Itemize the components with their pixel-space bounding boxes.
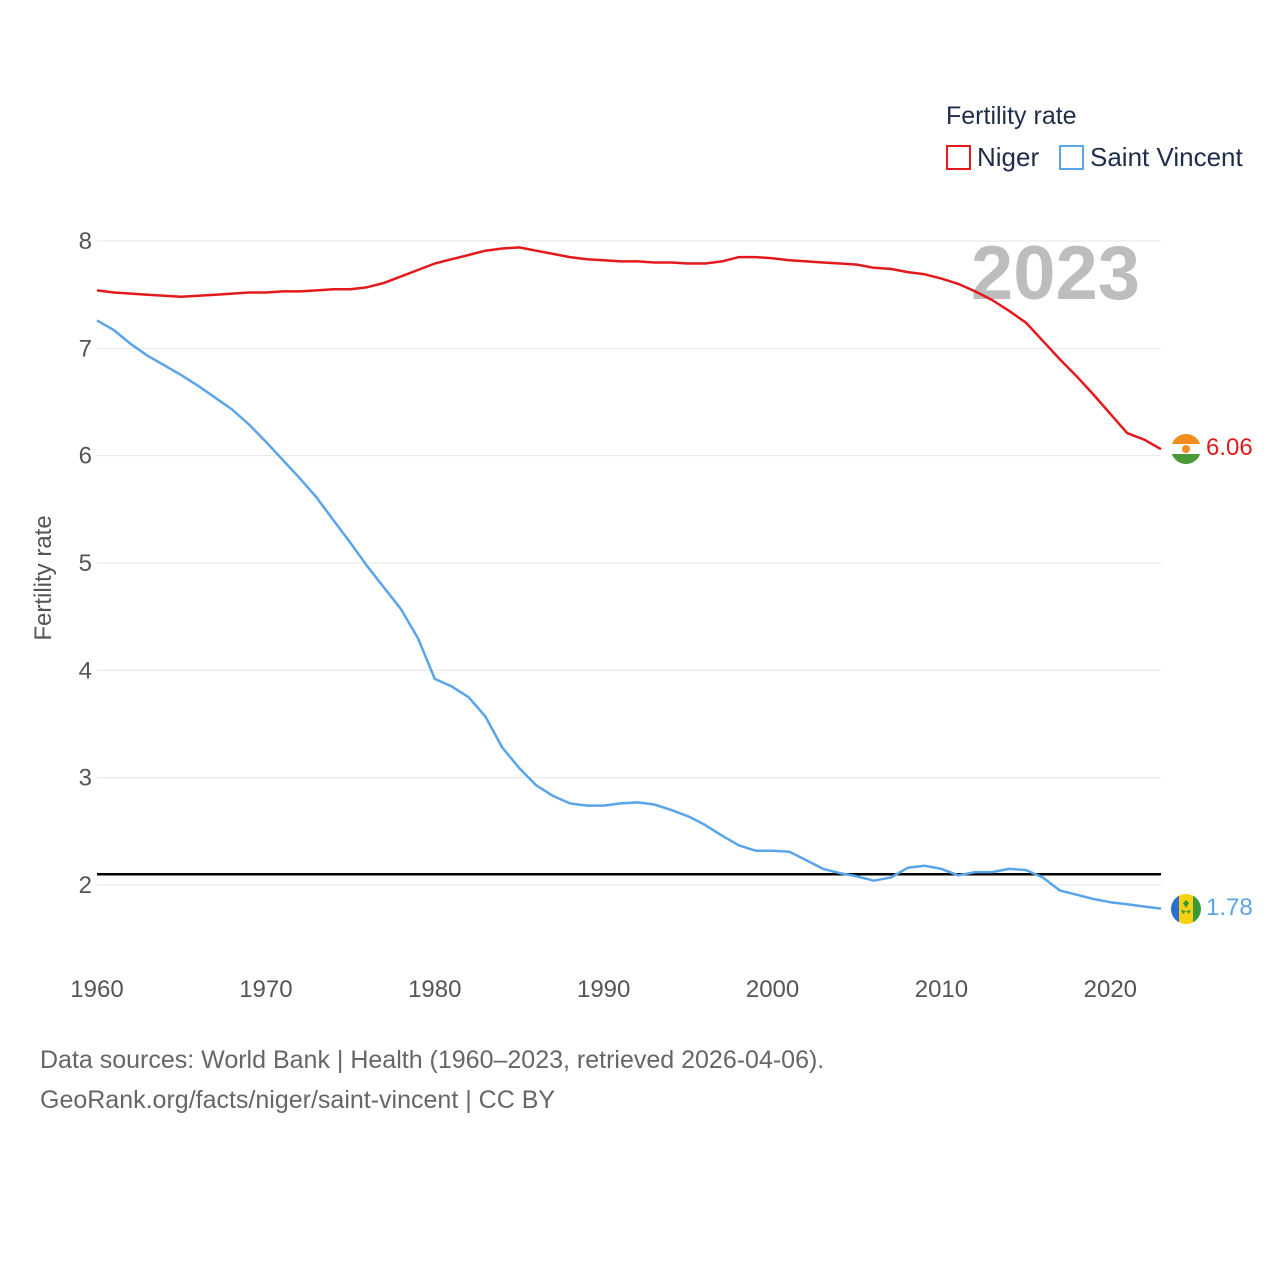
x-tick-label: 2000	[746, 976, 799, 1003]
x-tick-label: 2020	[1084, 976, 1137, 1003]
y-axis-title: Fertility rate	[30, 515, 57, 640]
x-axis-ticks: 1960 1970 1980 1990 2000 2010 2020	[70, 976, 1137, 1003]
legend-item-saint-vincent[interactable]: Saint Vincent	[1059, 142, 1244, 172]
legend-swatch-saint-vincent	[1059, 145, 1084, 170]
series-line-saint-vincent	[96, 319, 1162, 910]
saint-vincent-end-value: 1.78	[1206, 894, 1253, 921]
legend-item-niger[interactable]: Niger	[946, 142, 1039, 172]
source-line-1: Data sources: World Bank | Health (1960–…	[40, 1046, 825, 1074]
y-tick-label: 2	[79, 872, 92, 899]
x-tick-label: 1970	[239, 976, 292, 1003]
y-tick-label: 8	[79, 228, 92, 255]
niger-flag-icon	[1171, 434, 1201, 464]
y-tick-label: 5	[79, 550, 92, 577]
legend-label-saint-vincent: Saint Vincent	[1090, 142, 1244, 172]
source-note: Data sources: World Bank | Health (1960–…	[40, 1040, 824, 1120]
series-lines	[96, 246, 1162, 910]
y-tick-label: 6	[79, 443, 92, 470]
x-tick-label: 2010	[915, 976, 968, 1003]
x-tick-label: 1960	[70, 976, 123, 1003]
y-axis-ticks: 2 3 4 5 6 7 8	[79, 228, 92, 899]
y-tick-label: 3	[79, 765, 92, 792]
legend-swatch-niger	[946, 145, 971, 170]
x-tick-label: 1980	[408, 976, 461, 1003]
niger-end-value: 6.06	[1206, 434, 1253, 461]
source-line-2[interactable]: GeoRank.org/facts/niger/saint-vincent | …	[40, 1086, 556, 1114]
y-tick-label: 7	[79, 335, 92, 362]
gridlines	[97, 240, 1161, 886]
y-tick-label: 4	[79, 657, 92, 684]
legend: Fertility rate Niger Saint Vincent	[946, 102, 1244, 172]
x-tick-label: 1990	[577, 976, 630, 1003]
saint-vincent-flag-icon	[1171, 894, 1201, 924]
year-watermark: 2023	[971, 231, 1140, 316]
legend-title: Fertility rate	[946, 102, 1077, 130]
legend-label-niger: Niger	[977, 142, 1039, 172]
series-line-niger	[96, 246, 1162, 451]
